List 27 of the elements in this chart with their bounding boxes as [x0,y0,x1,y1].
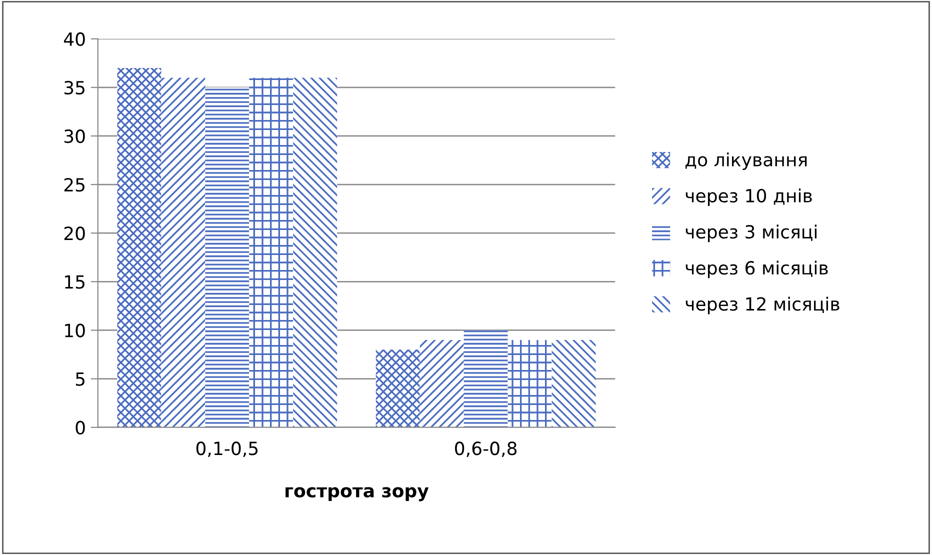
legend-label: до лікування [686,152,807,170]
y-tick-label: 10 [65,324,85,338]
y-tick-label: 15 [65,275,84,289]
bar [376,350,420,428]
y-tick-label: 5 [76,372,84,386]
legend-label: через 12 місяців [686,296,840,314]
x-tick-label: 0,6-0,8 [455,442,517,458]
x-axis-title: гострота зору [286,487,429,502]
bar [249,78,294,428]
y-tick-label: 0 [76,420,85,434]
y-tick-label: 25 [64,178,84,192]
legend-label: через 10 днів [686,188,812,206]
x-tick-label: 0,1-0,5 [196,442,258,458]
legend-label: через 3 місяці [686,224,817,242]
bar [293,78,338,428]
bar [420,340,464,428]
bar [117,68,162,428]
y-tick-label: 30 [64,129,85,144]
y-tick-label: 20 [64,226,85,240]
bar [161,78,206,428]
bar [508,340,552,428]
bar [205,87,250,428]
y-tick-label: 35 [64,80,84,95]
legend-label: через 6 місяців [686,260,828,278]
bar [552,340,596,428]
bar [464,330,508,428]
y-tick-label: 40 [64,32,85,46]
